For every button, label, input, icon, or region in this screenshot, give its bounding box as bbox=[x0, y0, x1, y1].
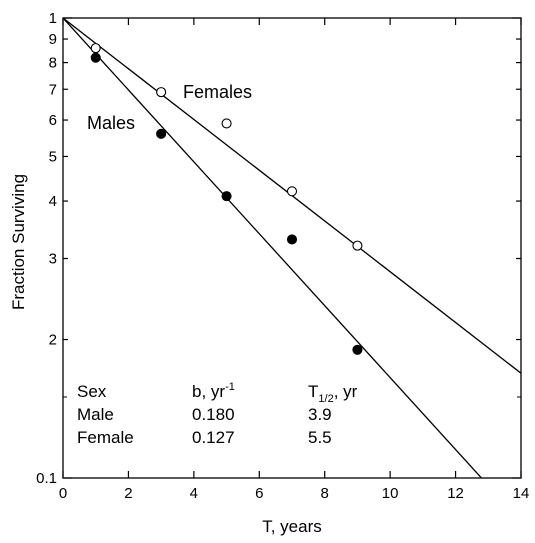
y-tick-label: 5 bbox=[49, 148, 57, 165]
y-tick-label: 1 bbox=[49, 10, 57, 27]
y-tick-label: 6 bbox=[49, 112, 57, 129]
data-point-females bbox=[156, 87, 167, 98]
x-tick-label: 6 bbox=[255, 485, 263, 502]
table-row-female-half-life: 5.5 bbox=[308, 428, 332, 447]
data-point-males bbox=[90, 52, 101, 63]
y-tick-label: 3 bbox=[49, 251, 57, 268]
data-point-females bbox=[286, 186, 298, 197]
y-tick-label: 4 bbox=[49, 193, 57, 210]
table-header-half-life-sub: 1/2 bbox=[318, 393, 333, 405]
data-point-males bbox=[352, 344, 363, 355]
data-point-females bbox=[90, 43, 101, 54]
table-header-b-sup: -1 bbox=[225, 381, 235, 393]
y-tick-label: 9 bbox=[49, 31, 57, 48]
x-tick-label: 4 bbox=[190, 485, 198, 502]
table-row-female-b: 0.127 bbox=[192, 428, 235, 447]
series-label-males: Males bbox=[87, 113, 135, 133]
x-tick-label: 0 bbox=[59, 485, 67, 502]
table-header-half-life: T1/2, yr bbox=[308, 382, 358, 405]
plot-frame bbox=[62, 17, 522, 479]
x-tick-label: 10 bbox=[382, 485, 399, 502]
y-axis-title: Fraction Surviving bbox=[9, 174, 28, 310]
data-point-females bbox=[352, 240, 363, 251]
x-tick-label: 2 bbox=[124, 485, 132, 502]
y-tick-label: 0.1 bbox=[36, 470, 57, 487]
x-tick-label: 12 bbox=[447, 485, 464, 502]
y-tick-label: 7 bbox=[49, 81, 57, 98]
table-row-male-sex: Male bbox=[77, 405, 114, 424]
y-tick-label: 8 bbox=[49, 55, 57, 72]
data-point-males bbox=[156, 128, 167, 139]
parameter-table: Sex b, yr-1 T1/2, yr Male 0.180 3.9 Fema… bbox=[77, 381, 358, 447]
x-axis-title: T, years bbox=[262, 517, 322, 536]
fit-line-males bbox=[63, 18, 483, 478]
table-row-female-sex: Female bbox=[77, 428, 134, 447]
x-tick-label: 8 bbox=[321, 485, 329, 502]
data-point-males bbox=[286, 234, 298, 245]
table-row-male-half-life: 3.9 bbox=[308, 405, 332, 424]
data-point-females bbox=[221, 118, 232, 129]
table-header-sex: Sex bbox=[77, 382, 107, 401]
table-row-male-b: 0.180 bbox=[192, 405, 235, 424]
table-header-b: b, yr-1 bbox=[192, 381, 235, 401]
data-point-males bbox=[221, 191, 232, 202]
x-tick-label: 14 bbox=[513, 485, 530, 502]
series-label-females: Females bbox=[183, 82, 252, 102]
y-tick-label: 2 bbox=[49, 332, 57, 349]
